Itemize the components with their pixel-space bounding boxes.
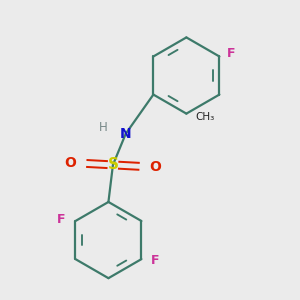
Text: H: H	[99, 121, 108, 134]
Text: F: F	[57, 213, 66, 226]
Text: F: F	[227, 47, 236, 60]
Text: F: F	[151, 254, 160, 267]
Text: O: O	[65, 156, 76, 170]
Text: N: N	[120, 127, 132, 141]
Text: O: O	[149, 160, 161, 174]
Text: S: S	[107, 158, 118, 172]
Text: CH₃: CH₃	[195, 112, 214, 122]
